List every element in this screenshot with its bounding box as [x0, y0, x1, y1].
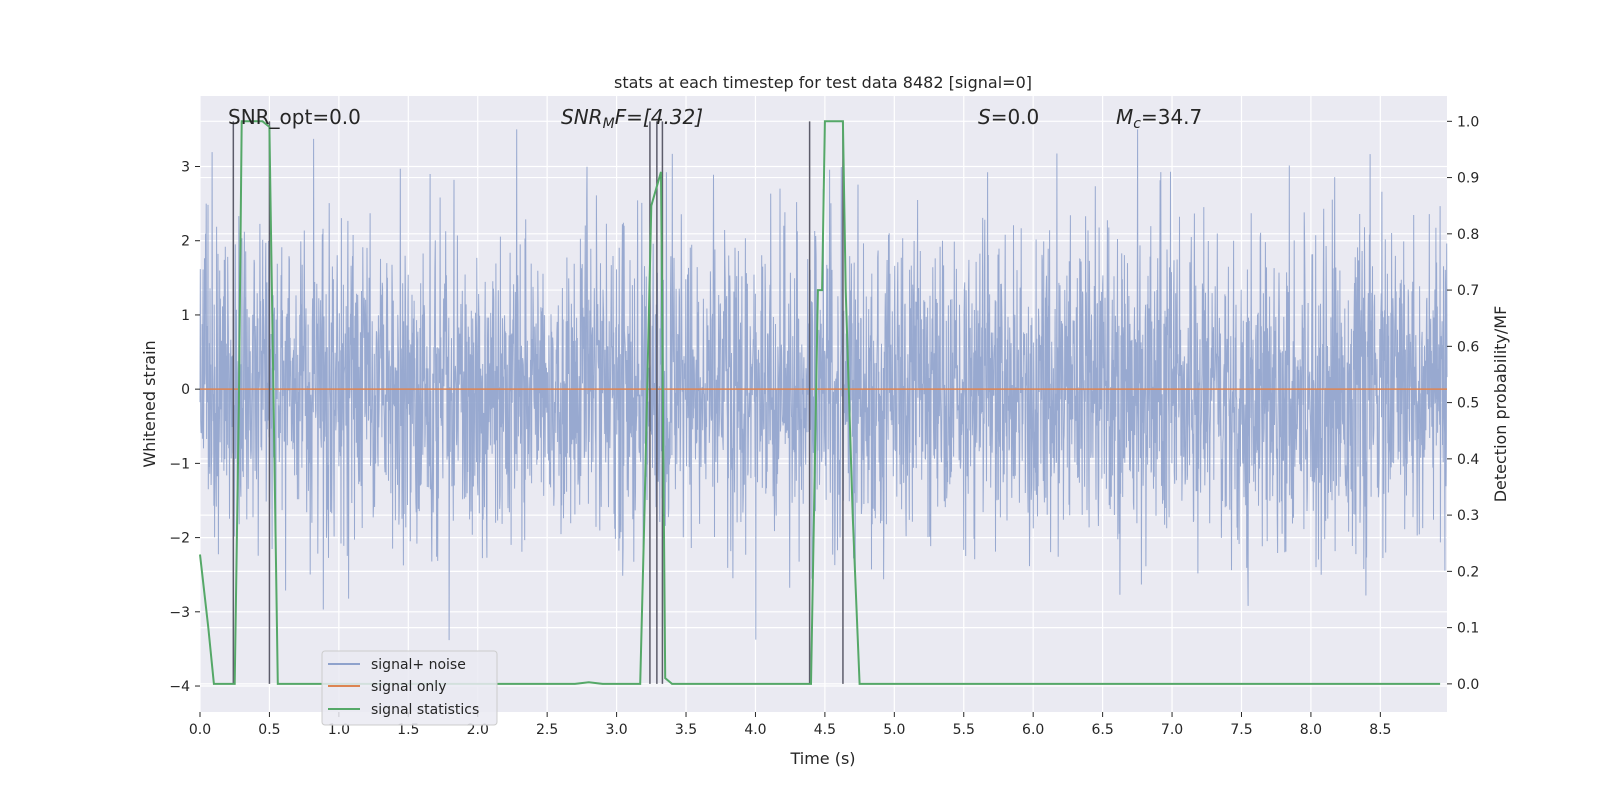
y2-axis-title: Detection probability/MF: [1491, 306, 1510, 503]
y-tick-label-1: −3: [169, 605, 190, 621]
y2-tick-label-4: 0.4: [1457, 452, 1479, 468]
y-tick-label-0: −4: [169, 679, 190, 695]
x-axis-ticks: 0.0 0.5 1.0 1.5 2.0 2.5 3.0 3.5 4.0 4.5 5.0 5.5 6.0 6…: [189, 712, 1391, 738]
y2-tick-label-10: 1.0: [1457, 114, 1479, 130]
y2-tick-label-6: 0.6: [1457, 339, 1479, 355]
y2-tick-label-9: 0.9: [1457, 171, 1479, 187]
series-signal-statistics: [199, 120, 1441, 685]
x-tick-label-15: 7.5: [1230, 722, 1252, 738]
y-axis-ticks: −4 −3 −2 −1 0 1 2 3: [169, 160, 200, 695]
y-axis-title: Whitened strain: [140, 340, 159, 467]
y2-tick-label-8: 0.8: [1457, 227, 1479, 243]
annotation-snr-opt: SNR_opt=0.0: [228, 105, 361, 129]
y2-tick-label-7: 0.7: [1457, 283, 1479, 299]
signal-statistics-line: [199, 120, 1441, 685]
y-tick-label-7: 3: [181, 160, 190, 176]
y2-tick-label-5: 0.5: [1457, 396, 1479, 412]
x-tick-label-0: 0.0: [189, 722, 211, 738]
y-tick-label-5: 1: [181, 308, 190, 324]
x-tick-label-7: 3.5: [675, 722, 697, 738]
x-tick-label-17: 8.5: [1369, 722, 1391, 738]
signal-noise-line: [199, 129, 1448, 641]
annotation-s: S=0.0: [978, 105, 1039, 129]
chart-title: stats at each timestep for test data 848…: [614, 73, 1032, 92]
x-tick-label-3: 1.5: [397, 722, 419, 738]
y2-tick-label-0: 0.0: [1457, 677, 1479, 693]
annotation-snr-mf: SNRMF=[4.32]: [561, 105, 703, 132]
x-tick-label-14: 7.0: [1161, 722, 1183, 738]
x-tick-label-5: 2.5: [536, 722, 558, 738]
x-tick-label-11: 5.5: [953, 722, 975, 738]
x-tick-label-12: 6.0: [1022, 722, 1044, 738]
x-tick-label-8: 4.0: [744, 722, 766, 738]
annotation-mc: Mc=34.7: [1116, 105, 1202, 132]
y-tick-label-3: −1: [169, 456, 190, 472]
legend-label-signal-noise: signal+ noise: [371, 657, 466, 673]
legend-label-signal-statistics: signal statistics: [371, 702, 479, 718]
legend-box: [321, 650, 498, 726]
x-tick-label-10: 5.0: [883, 722, 905, 738]
y-tick-label-6: 2: [181, 234, 190, 250]
x-tick-label-6: 3.0: [605, 722, 627, 738]
x-axis-title: Time (s): [789, 749, 855, 768]
x-tick-label-13: 6.5: [1091, 722, 1113, 738]
legend-label-signal-only: signal only: [371, 679, 446, 695]
y2-axis-ticks: 0.0 0.1 0.2 0.3 0.4 0.5 0.6 0.7 0.8 0.9 1.0: [1447, 114, 1479, 693]
x-tick-label-16: 8.0: [1300, 722, 1322, 738]
series-signal-noise: [199, 129, 1448, 641]
y-tick-label-2: −2: [169, 531, 190, 547]
x-tick-label-4: 2.0: [467, 722, 489, 738]
y2-tick-label-2: 0.2: [1457, 564, 1479, 580]
y2-tick-label-3: 0.3: [1457, 508, 1479, 524]
x-tick-label-2: 1.0: [328, 722, 350, 738]
y2-tick-label-1: 0.1: [1457, 621, 1479, 637]
legend: signal+ noise signal only signal statist…: [321, 650, 498, 726]
x-tick-label-1: 0.5: [258, 722, 280, 738]
y-tick-label-4: 0: [181, 382, 190, 398]
x-tick-label-9: 4.5: [814, 722, 836, 738]
